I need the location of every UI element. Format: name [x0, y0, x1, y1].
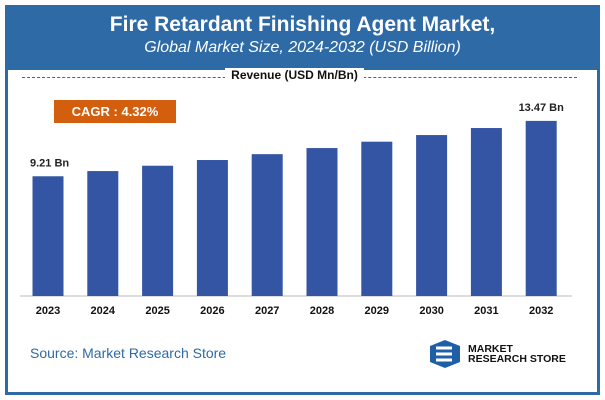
x-tick-label: 2026: [200, 305, 224, 317]
bar-2031: [470, 128, 502, 296]
chart-title: Fire Retardant Finishing Agent Market,: [109, 13, 496, 36]
bar-2025: [142, 165, 174, 296]
data-label: 9.21 Bn: [30, 157, 69, 169]
revenue-label: Revenue (USD Mn/Bn): [225, 68, 364, 82]
x-tick-label: 2029: [365, 305, 389, 317]
x-tick-label: 2031: [474, 305, 498, 317]
bar-2026: [196, 160, 228, 296]
logo-line2: RESEARCH STORE: [468, 353, 566, 365]
bar-2024: [87, 171, 119, 296]
x-tick-label: 2032: [529, 305, 553, 317]
bar-2032: [525, 120, 557, 296]
cagr-badge: CAGR : 4.32%: [54, 100, 176, 123]
x-tick-label: 2023: [36, 305, 60, 317]
bar-2027: [251, 154, 283, 296]
bar-2030: [416, 135, 448, 296]
logo: MARKET RESEARCH STORE: [428, 338, 566, 370]
bar-2023: [32, 176, 64, 296]
logo-icon: [430, 340, 460, 368]
source-text: Source: Market Research Store: [30, 345, 227, 361]
x-tick-label: 2028: [310, 305, 334, 317]
header: Fire Retardant Finishing Agent Market, G…: [8, 8, 597, 70]
bar-2028: [306, 148, 338, 296]
chart-subtitle: Global Market Size, 2024-2032 (USD Billi…: [144, 39, 461, 56]
x-tick-label: 2027: [255, 305, 279, 317]
logo-line1: MARKET: [468, 343, 513, 355]
bar-2029: [361, 141, 393, 296]
x-tick-label: 2025: [145, 305, 169, 317]
x-tick-label: 2024: [91, 305, 116, 317]
x-tick-label: 2030: [419, 305, 443, 317]
data-label: 13.47 Bn: [519, 102, 565, 114]
